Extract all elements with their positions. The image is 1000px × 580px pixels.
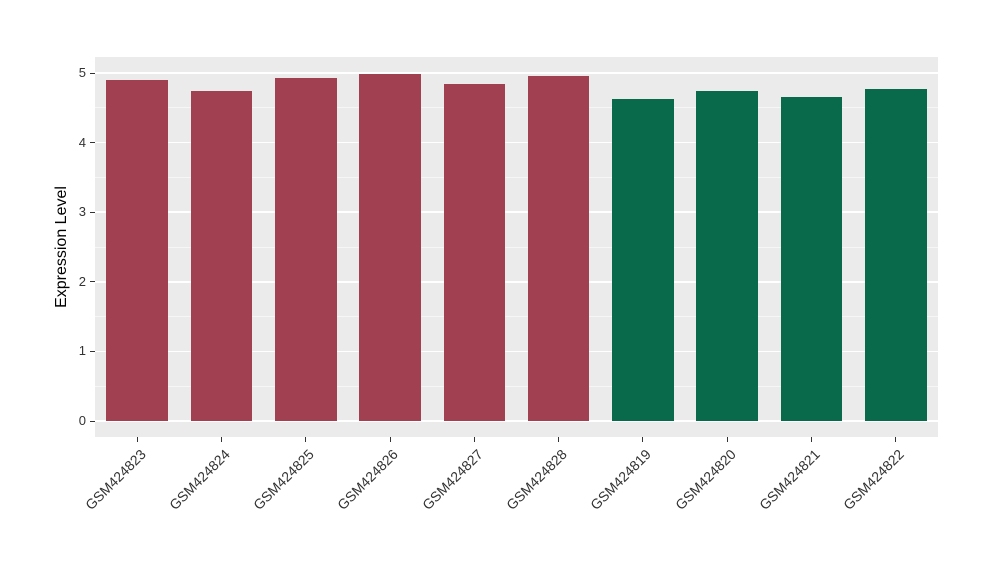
gridline-major	[95, 211, 938, 213]
y-tick-label: 3	[78, 204, 86, 220]
x-axis-tick	[558, 437, 560, 442]
x-tick-label-text: GSM424826	[334, 446, 402, 513]
y-axis-title: Expression Level	[53, 186, 70, 308]
gridline-major	[95, 420, 938, 422]
x-tick-label-text: GSM424822	[840, 446, 908, 513]
gridline-major	[95, 72, 938, 74]
x-tick-label-text: GSM424825	[250, 446, 318, 513]
bar-GSM424827	[443, 84, 506, 421]
x-axis-tick	[220, 437, 222, 442]
x-tick-label-text: GSM424824	[165, 446, 233, 513]
x-axis-tick	[642, 437, 644, 442]
gridline-major	[95, 281, 938, 283]
plot-panel	[95, 57, 938, 437]
bar-GSM424819	[612, 98, 674, 421]
x-tick-label-text: GSM424827	[418, 446, 486, 513]
x-tick-label-text: GSM424819	[587, 446, 655, 513]
y-tick-label: 0	[78, 413, 86, 428]
x-axis-tick	[895, 437, 897, 442]
gridline-minor	[95, 316, 938, 318]
y-tick-label: 1	[78, 343, 86, 359]
x-axis-tick	[726, 437, 728, 442]
bar-GSM424828	[527, 76, 590, 421]
x-tick-label-text: GSM424828	[503, 446, 570, 513]
x-tick-label-text: GSM424821	[755, 446, 823, 513]
x-axis-tick	[811, 437, 813, 442]
x-axis-tick	[389, 437, 391, 442]
y-tick-label: 2	[78, 273, 86, 289]
x-axis-tick	[305, 437, 307, 442]
x-tick-label-text: GSM424820	[671, 446, 739, 513]
bar-GSM424820	[696, 91, 758, 421]
gridline-minor	[95, 177, 938, 178]
gridline-major	[95, 141, 938, 144]
bar-GSM424824	[190, 91, 253, 421]
x-axis-tick	[136, 437, 138, 442]
x-tick-label-text: GSM424823	[81, 446, 149, 513]
y-tick-label: 5	[78, 65, 86, 80]
gridline-minor	[95, 107, 938, 109]
gridline-major	[95, 350, 938, 353]
bar-GSM424825	[274, 77, 337, 421]
gridline-minor	[95, 385, 938, 387]
bar-GSM424826	[359, 74, 421, 421]
y-tick-label: 4	[78, 134, 86, 150]
x-axis-tick	[473, 437, 475, 442]
bar-GSM424823	[106, 79, 168, 421]
bar-GSM424821	[780, 96, 843, 421]
bar-GSM424822	[865, 89, 927, 421]
gridline-minor	[95, 246, 938, 248]
